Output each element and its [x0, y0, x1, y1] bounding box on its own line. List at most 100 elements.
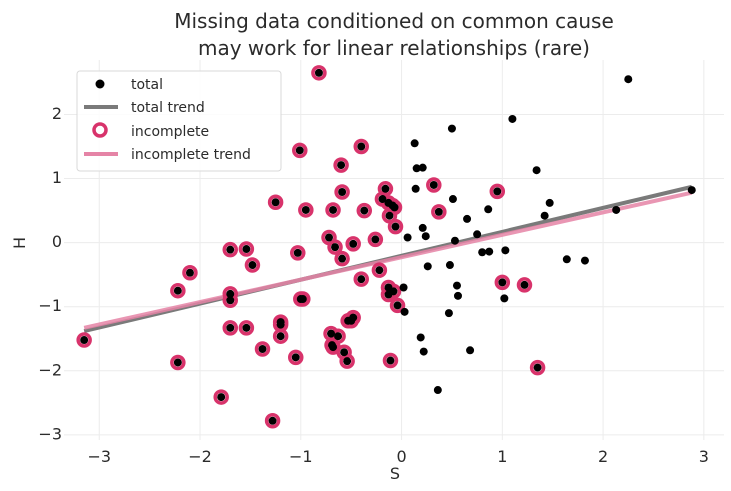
legend-incomplete-label: incomplete	[131, 124, 209, 140]
incomplete-point	[494, 274, 511, 291]
chart-title-line-1: Missing data conditioned on common cause	[174, 9, 614, 33]
total-point	[400, 307, 409, 316]
legend-total-trend-label: total trend	[131, 100, 205, 116]
x-tick-label: −2	[188, 447, 212, 466]
total-point	[185, 268, 194, 277]
total-point	[418, 223, 427, 232]
incomplete-point	[290, 245, 306, 261]
total-point	[473, 230, 482, 239]
incomplete-point	[431, 204, 447, 220]
incomplete-point	[213, 389, 229, 405]
total-point	[484, 205, 493, 214]
total-point	[447, 124, 456, 133]
incomplete-point	[377, 181, 394, 197]
total-point	[375, 266, 384, 275]
x-axis-label: S	[390, 464, 400, 483]
incomplete-point	[382, 352, 399, 369]
incomplete-point	[222, 241, 239, 258]
total-point	[242, 323, 251, 332]
incomplete-point	[311, 65, 327, 81]
total-points	[80, 68, 696, 425]
incomplete-point	[386, 199, 403, 216]
total-point	[533, 363, 542, 372]
y-tick-label: −1	[38, 296, 62, 315]
total-point	[562, 255, 571, 264]
total-point	[429, 180, 438, 189]
total-point	[545, 198, 554, 207]
total-point	[298, 295, 307, 304]
total-point	[393, 301, 402, 310]
incomplete-point	[327, 239, 343, 255]
total-point	[331, 243, 340, 252]
total-point	[291, 353, 300, 362]
incomplete-point	[170, 354, 186, 371]
chart-title-line-2: may work for linear relationships (rare)	[198, 36, 590, 60]
total-point	[448, 195, 457, 204]
total-point	[508, 114, 517, 123]
total-point	[418, 163, 427, 172]
legend-total-dot-icon	[95, 79, 105, 89]
x-tick-label: −3	[87, 447, 111, 466]
x-tick-label: 0	[396, 447, 406, 466]
trend-lines	[83, 184, 693, 334]
total-point	[687, 186, 696, 195]
incomplete-point	[222, 320, 239, 336]
incomplete-point	[264, 413, 281, 429]
total-point	[500, 294, 509, 303]
total-point	[226, 323, 235, 332]
x-tick-label: 3	[699, 447, 709, 466]
y-tick-label: 0	[52, 232, 62, 251]
total-point	[329, 205, 338, 214]
total-point	[378, 195, 387, 204]
total-point	[349, 239, 358, 248]
total-point	[295, 146, 304, 155]
total-point	[268, 416, 277, 425]
incomplete-point	[387, 218, 404, 235]
total-point	[217, 393, 226, 402]
x-tick-label: 2	[598, 447, 608, 466]
total-point	[327, 329, 336, 338]
total-point	[445, 261, 454, 270]
total-point	[419, 347, 428, 356]
total-point	[391, 222, 400, 231]
incomplete-point	[292, 142, 308, 159]
total-point	[390, 203, 399, 212]
total-point	[173, 286, 182, 295]
legend-incomplete-trend-label: incomplete trend	[131, 147, 251, 163]
total-point	[381, 184, 390, 193]
total-point	[301, 205, 310, 214]
incomplete-points	[76, 65, 546, 429]
total-point	[416, 333, 425, 342]
incomplete-point	[426, 177, 442, 193]
incomplete-point	[353, 271, 370, 287]
incomplete-point	[333, 157, 349, 173]
total-point	[340, 348, 349, 357]
total-point	[421, 232, 430, 241]
total-point	[452, 281, 461, 290]
total-point	[399, 283, 408, 292]
legend-box	[76, 70, 282, 172]
total-point	[226, 289, 235, 298]
incomplete-point	[339, 353, 355, 369]
total-point	[580, 256, 589, 265]
total-point	[360, 206, 369, 215]
incomplete-point	[238, 241, 255, 257]
total-point	[463, 214, 472, 223]
total-point	[276, 332, 285, 341]
total-point	[532, 166, 541, 175]
total-point	[389, 287, 398, 296]
incomplete-point	[529, 359, 546, 376]
incomplete-point	[336, 344, 352, 360]
total-point	[276, 320, 285, 329]
incomplete-point	[267, 194, 284, 211]
total-point	[314, 68, 323, 77]
total-point	[325, 233, 334, 242]
incomplete-point	[170, 282, 186, 299]
total-point	[258, 345, 267, 354]
total-point	[501, 246, 510, 255]
legend-total-label: total	[131, 77, 163, 93]
incomplete-point	[334, 250, 350, 267]
total-point	[80, 336, 89, 345]
total-point	[385, 211, 394, 220]
total-point	[466, 346, 475, 355]
